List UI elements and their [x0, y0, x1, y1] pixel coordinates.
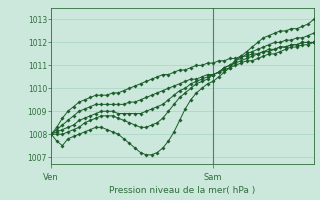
X-axis label: Pression niveau de la mer( hPa ): Pression niveau de la mer( hPa )	[109, 186, 256, 195]
